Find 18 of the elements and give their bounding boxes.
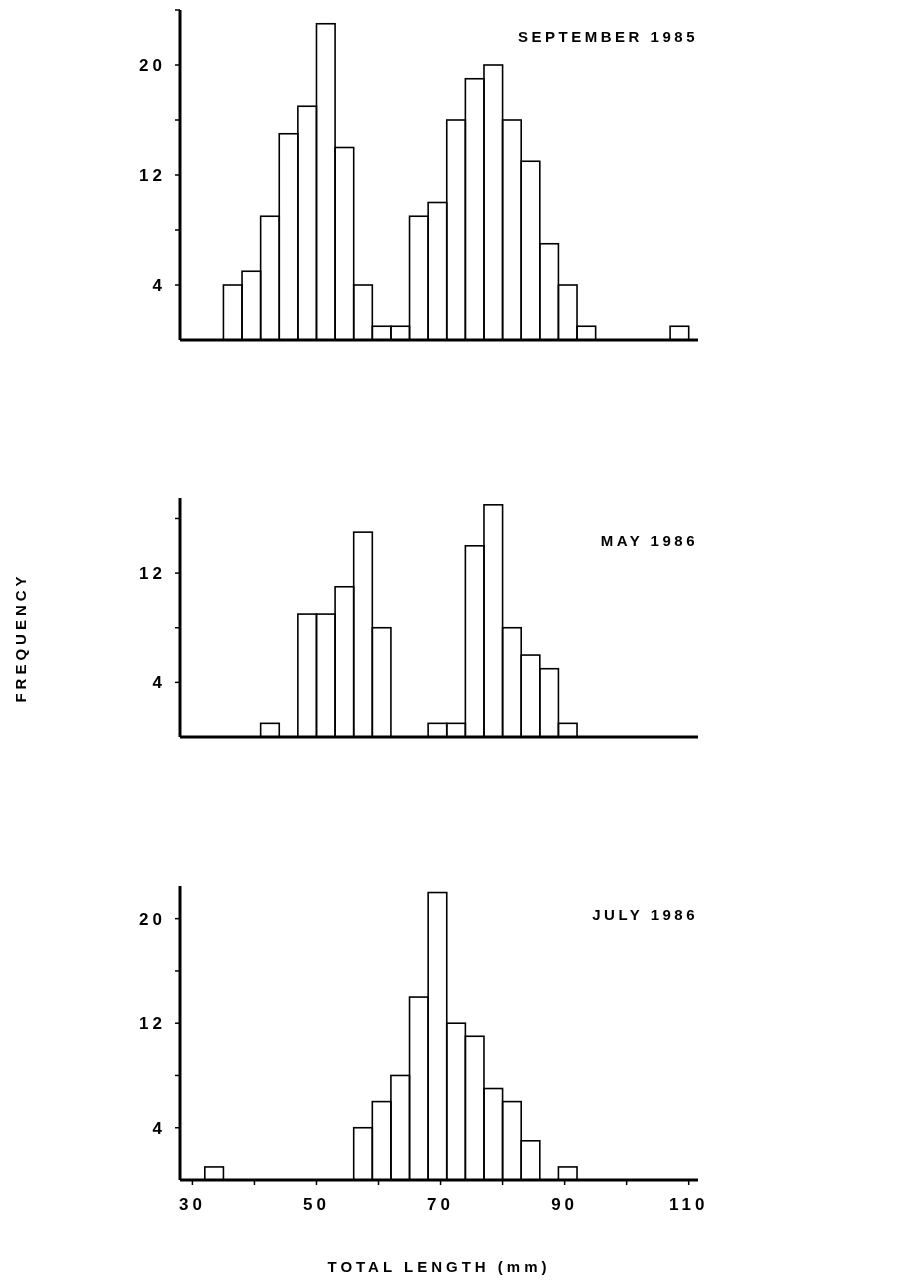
x-tick-label: 110 [668,1195,709,1214]
x-tick-label: 90 [551,1195,579,1214]
y-tick-label: 20 [139,55,166,75]
y-tick-label: 12 [139,165,166,185]
text: JULY 1986 [592,906,698,923]
y-tick-label: 4 [152,673,166,693]
text: MAY 1986 [600,532,698,549]
y-tick-label: 4 [152,1118,166,1138]
y-tick-label: 12 [139,1014,166,1034]
y-tick-label: 4 [152,275,166,295]
x-axis-title: TOTAL LENGTH (mm) [327,1258,551,1275]
x-tick-label: 50 [303,1195,330,1214]
y-axis-title: FREQUENCY [12,572,29,703]
x-tick-label: 70 [427,1195,455,1214]
x-tick-label: 30 [178,1195,206,1214]
y-tick-label: 12 [139,564,166,584]
text: SEPTEMBER 1985 [518,28,698,45]
y-tick-label: 20 [139,909,166,929]
